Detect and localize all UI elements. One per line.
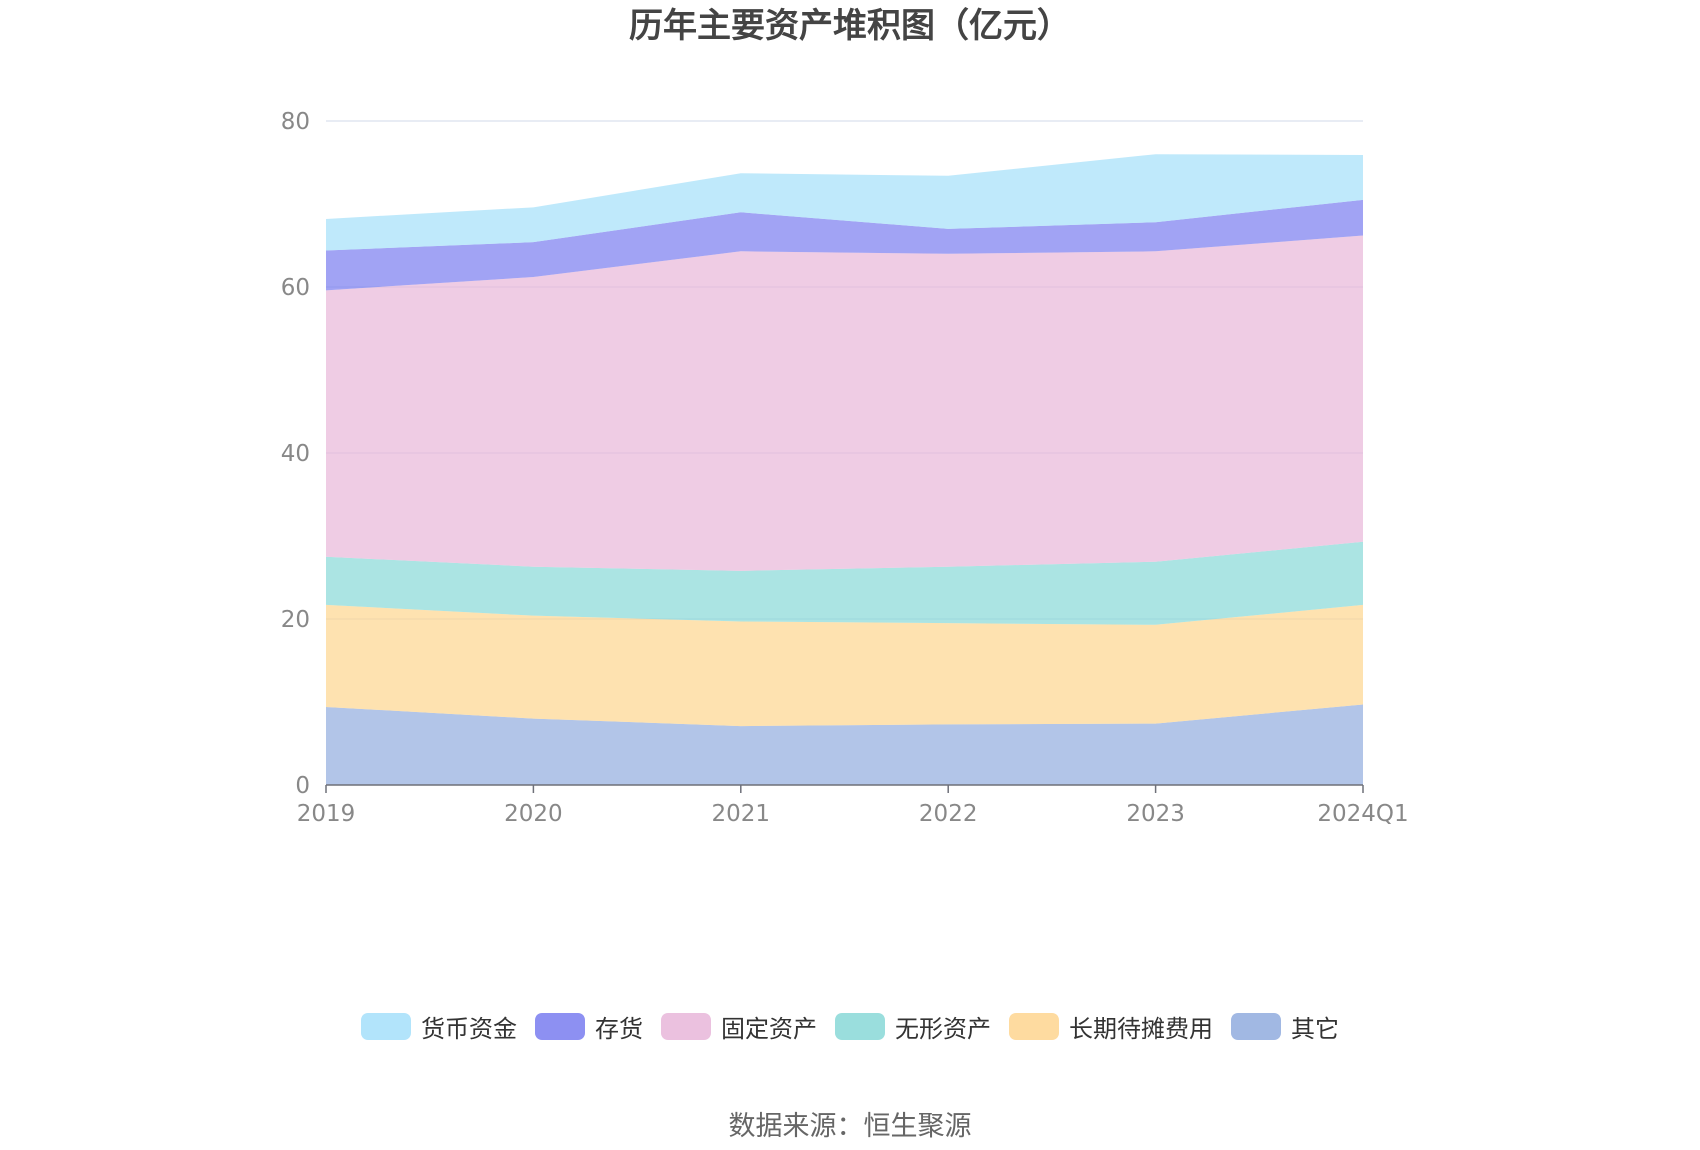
tick-labels: 2019 2020 2021 2022 2023 2024Q1 0 20 40 60 80: [281, 109, 1409, 827]
data-source: 数据来源：恒生聚源: [728, 1111, 972, 1142]
legend-item[interactable]: 固定资产: [661, 1009, 817, 1044]
y-tick-label: 60: [281, 275, 310, 301]
area-0: [326, 704, 1363, 785]
chart-title: 历年主要资产堆积图（亿元）: [629, 6, 1071, 46]
y-tick-label: 20: [281, 607, 310, 633]
legend-label: 长期待摊费用: [1069, 1014, 1213, 1043]
area-5: [326, 154, 1363, 251]
area-4: [326, 199, 1363, 291]
x-tick-label: 2021: [712, 801, 771, 827]
legend: 货币资金 存货 固定资产 无形资产 长期待摊费用 其它: [0, 1006, 1700, 1046]
area-1: [326, 604, 1363, 727]
legend-swatch: [1009, 1012, 1059, 1040]
y-tick-label: 80: [281, 109, 310, 135]
legend-item[interactable]: 货币资金: [361, 1009, 517, 1044]
legend-label: 无形资产: [895, 1014, 991, 1043]
legend-label: 固定资产: [721, 1014, 817, 1043]
legend-label: 存货: [595, 1014, 643, 1043]
x-tick-label: 2019: [297, 801, 356, 827]
x-tick-label: 2020: [504, 801, 563, 827]
area-3: [326, 235, 1363, 571]
area-series: [326, 154, 1363, 785]
x-tick-label: 2022: [919, 801, 978, 827]
x-tick-label: 2023: [1126, 801, 1185, 827]
legend-label: 货币资金: [421, 1014, 517, 1043]
y-tick-label: 0: [295, 773, 310, 799]
legend-label: 其它: [1291, 1014, 1339, 1043]
legend-item[interactable]: 长期待摊费用: [1009, 1009, 1213, 1044]
legend-item[interactable]: 存货: [535, 1009, 643, 1044]
legend-item[interactable]: 无形资产: [835, 1009, 991, 1044]
axes: [325, 784, 1364, 793]
legend-swatch: [835, 1012, 885, 1040]
legend-swatch: [1231, 1012, 1281, 1040]
legend-swatch: [361, 1012, 411, 1040]
legend-swatch: [535, 1012, 585, 1040]
area-2: [326, 541, 1363, 625]
y-tick-label: 40: [281, 441, 310, 467]
x-tick-label: 2024Q1: [1317, 801, 1408, 827]
legend-swatch: [661, 1012, 711, 1040]
legend-item[interactable]: 其它: [1231, 1009, 1339, 1044]
